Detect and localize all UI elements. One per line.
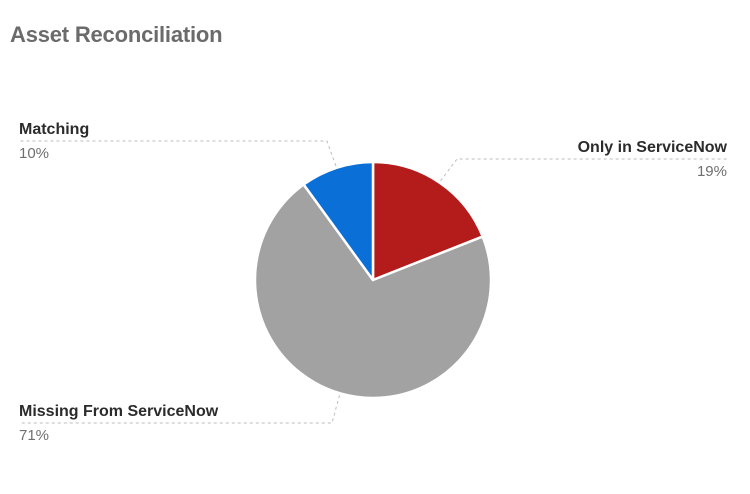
- slice-label-missing-from-servicenow: Missing From ServiceNow: [19, 403, 219, 420]
- pie-slices: [253, 160, 493, 400]
- leader-lines: [19, 140, 727, 424]
- chart-title: Asset Reconciliation: [10, 22, 223, 47]
- pie-slice-matching[interactable]: [302, 160, 375, 282]
- leader-line-matching: [19, 140, 337, 167]
- slice-percent-missing-from-servicenow: 71%: [19, 427, 49, 444]
- leader-line-only-in-servicenow: [440, 158, 727, 182]
- slice-labels: Only in ServiceNow 19% Missing From Servic…: [19, 121, 728, 444]
- slice-label-only-in-servicenow: Only in ServiceNow: [578, 139, 728, 156]
- slice-percent-only-in-servicenow: 19%: [697, 163, 727, 180]
- slice-percent-matching: 10%: [19, 145, 49, 162]
- slice-label-matching: Matching: [19, 121, 89, 138]
- pie-slice-missing-from-servicenow[interactable]: [253, 183, 493, 400]
- pie-slice-only-in-servicenow[interactable]: [371, 160, 484, 282]
